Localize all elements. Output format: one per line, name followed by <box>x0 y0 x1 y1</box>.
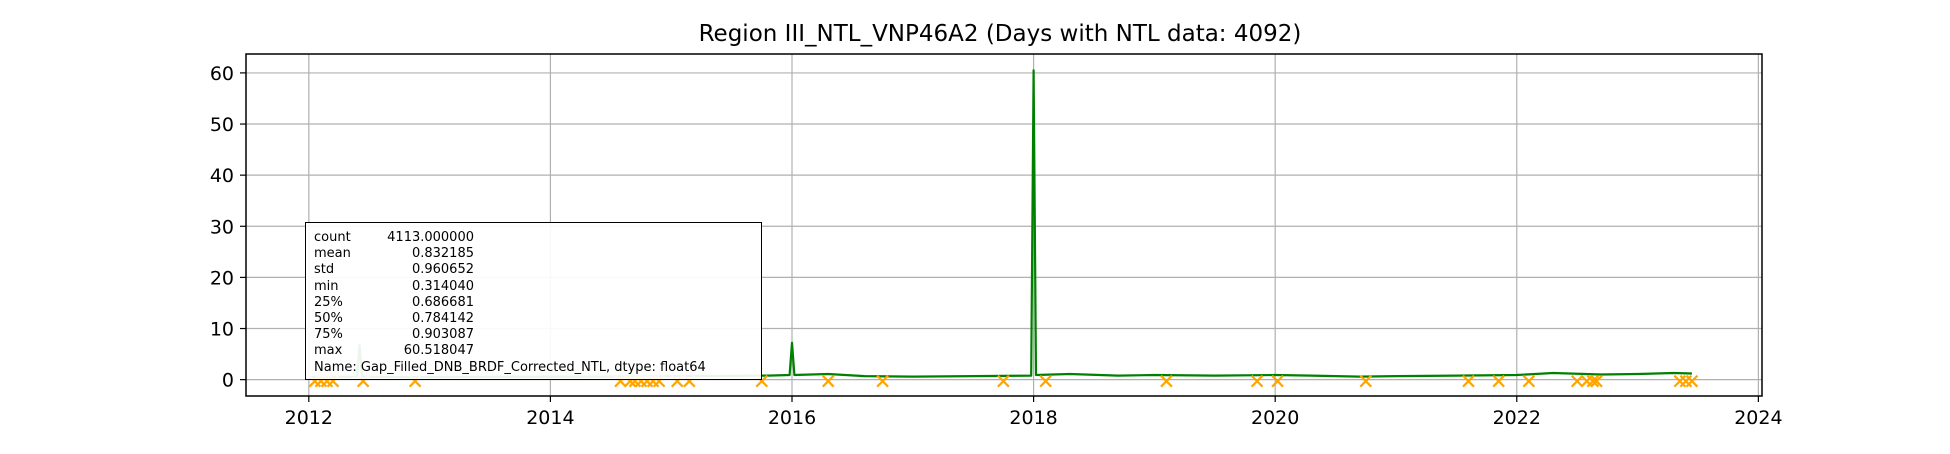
stats-value: 0.784142 <box>411 310 474 326</box>
stats-value: 4113.000000 <box>387 230 474 245</box>
missing-day-marker <box>1250 374 1264 388</box>
y-tick-label: 0 <box>222 370 234 392</box>
marker-stroke <box>821 374 835 388</box>
missing-day-marker <box>1570 374 1584 388</box>
marker-stroke <box>1586 374 1600 388</box>
stats-value: 0.686681 <box>411 294 474 310</box>
marker-stroke <box>755 374 769 388</box>
y-tick-label: 30 <box>210 216 234 238</box>
missing-day-marker <box>1685 374 1699 388</box>
marker-stroke <box>1039 374 1052 388</box>
missing-day-marker <box>821 374 835 388</box>
marker-stroke <box>1685 374 1699 388</box>
stats-key: 25% <box>314 294 343 310</box>
stats-value: 0.903087 <box>411 327 474 343</box>
stats-row: max 60.518047 <box>314 343 753 359</box>
stats-row: 25% 0.686681 <box>314 295 753 311</box>
marker-stroke <box>997 374 1010 388</box>
y-tick-label: 40 <box>210 165 234 187</box>
y-tick-label: 10 <box>210 319 234 341</box>
marker-stroke <box>1570 374 1584 388</box>
stats-key: std <box>314 262 335 278</box>
stats-row: std 0.960652 <box>314 262 753 278</box>
missing-day-marker <box>1522 374 1536 388</box>
y-tick-label: 20 <box>210 267 234 289</box>
missing-day-marker <box>1039 374 1052 388</box>
missing-day-marker <box>1580 374 1594 388</box>
missing-day-marker <box>1359 374 1373 388</box>
stats-key: count <box>314 230 351 245</box>
marker-stroke <box>1359 374 1373 388</box>
y-tick-label: 60 <box>210 63 234 85</box>
x-tick-label: 2016 <box>768 407 816 429</box>
stats-row: min 0.314040 <box>314 279 753 295</box>
marker-stroke <box>1271 374 1284 388</box>
x-tick-label: 2024 <box>1734 407 1782 429</box>
missing-day-marker <box>1271 374 1284 388</box>
missing-day-marker <box>876 374 889 388</box>
stats-key: mean <box>314 246 351 262</box>
missing-day-marker <box>1462 374 1475 388</box>
x-tick-label: 2022 <box>1493 407 1541 429</box>
stats-footer: Name: Gap_Filled_DNB_BRDF_Corrected_NTL,… <box>314 359 706 375</box>
plot-area-frame <box>245 53 1763 397</box>
x-tick-label: 2014 <box>526 407 574 429</box>
stats-value: 60.518047 <box>403 343 474 359</box>
marker-stroke <box>1522 374 1536 388</box>
marker-stroke <box>1250 374 1264 388</box>
marker-stroke <box>1492 374 1505 388</box>
missing-day-marker <box>1586 374 1600 388</box>
stats-key: 50% <box>314 310 343 326</box>
missing-day-marker <box>1679 374 1693 388</box>
stats-row: count 4113.000000 <box>314 230 753 246</box>
x-tick-label: 2020 <box>1251 407 1299 429</box>
stats-row: mean 0.832185 <box>314 246 753 262</box>
axes: 2012 2014 2016 2018 2020 2022 2024 0 10 20 30 40 50 6… <box>210 63 1783 429</box>
marker-stroke <box>1462 374 1475 388</box>
y-tick-label: 50 <box>210 114 234 136</box>
marker-stroke <box>1590 374 1603 388</box>
stats-value: 0.960652 <box>411 262 474 278</box>
stats-rows: count 4113.000000 mean 0.832185 std 0.960652 m… <box>314 230 753 360</box>
x-tick-label: 2018 <box>1009 407 1057 429</box>
chart-title: Region III_NTL_VNP46A2 (Days with NTL da… <box>699 21 1302 47</box>
x-tick-label: 2012 <box>285 407 333 429</box>
missing-day-marker <box>1673 374 1687 388</box>
stats-row: 75% 0.903087 <box>314 327 753 343</box>
stats-value: 0.314040 <box>411 278 474 294</box>
missing-day-marker <box>1160 374 1173 388</box>
stats-key: max <box>314 343 343 359</box>
missing-day-marker <box>1590 374 1603 388</box>
marker-stroke <box>876 374 889 388</box>
stats-key: min <box>314 278 339 294</box>
missing-day-marker <box>1492 374 1505 388</box>
stats-key: 75% <box>314 327 343 343</box>
stats-row: 50% 0.784142 <box>314 311 753 327</box>
missing-day-marker <box>997 374 1010 388</box>
stats-value: 0.832185 <box>411 246 474 262</box>
marker-stroke <box>1160 374 1173 388</box>
summary-statistics-box: count 4113.000000 mean 0.832185 std 0.960652 m… <box>305 222 762 380</box>
